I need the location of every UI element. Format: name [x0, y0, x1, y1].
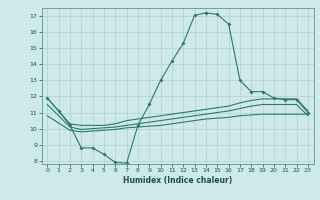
X-axis label: Humidex (Indice chaleur): Humidex (Indice chaleur) — [123, 176, 232, 185]
